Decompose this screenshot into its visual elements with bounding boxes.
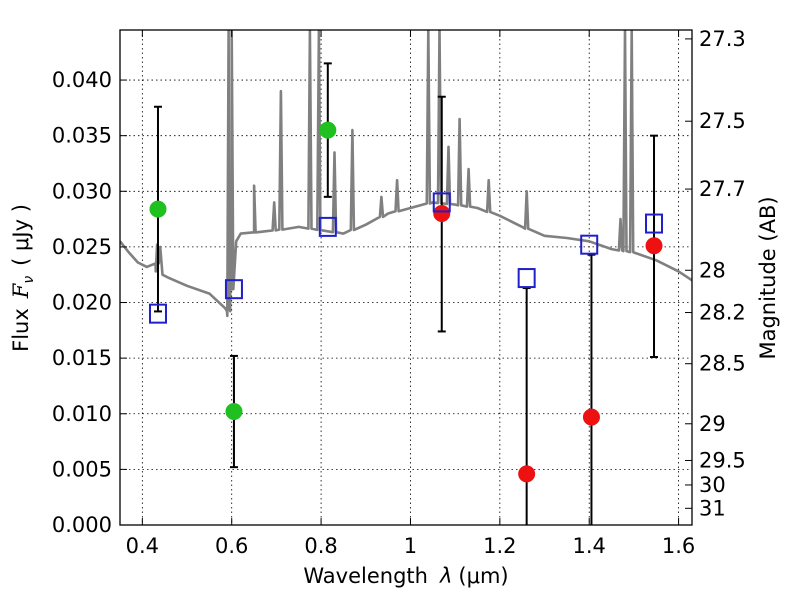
y-axis-label-unit: ( μJy ) bbox=[9, 204, 33, 266]
model-square bbox=[580, 234, 599, 255]
model-square bbox=[224, 279, 243, 300]
mag-tick-label: 29.5 bbox=[699, 448, 746, 472]
y-tick-label: 0.000 bbox=[52, 513, 112, 537]
data-point bbox=[149, 200, 167, 218]
mag-tick-label: 28 bbox=[699, 258, 726, 282]
x-axis-label-symbol: λ bbox=[439, 564, 452, 588]
model-square bbox=[148, 303, 167, 324]
y-tick-label: 0.035 bbox=[52, 124, 112, 148]
y-tick-label: 0.040 bbox=[52, 68, 112, 92]
y2-axis-label: Magnitude (AB) bbox=[756, 196, 780, 359]
axes: 0.4 0.6 0.8 1 1.2 1.4 1.6 0.000 0.005 0.010 0.015 0… bbox=[52, 27, 746, 558]
x-tick-label: 1.4 bbox=[573, 534, 606, 558]
spectrum-line bbox=[120, 30, 692, 318]
mag-tick-label: 27.7 bbox=[699, 177, 746, 201]
y-tick-label: 0.005 bbox=[52, 457, 112, 481]
y-axis-label-prefix: Flux bbox=[9, 308, 33, 352]
model-square bbox=[432, 192, 451, 213]
data-point bbox=[518, 465, 536, 483]
x-tick-label: 0.4 bbox=[126, 534, 159, 558]
x-axis-label-prefix: Wavelength bbox=[303, 564, 428, 588]
y-tick-label: 0.030 bbox=[52, 179, 112, 203]
data-point bbox=[319, 121, 337, 139]
grid-lines bbox=[120, 30, 692, 526]
mag-tick-label: 29 bbox=[699, 412, 726, 436]
x-axis-label-unit: (μm) bbox=[458, 564, 508, 588]
x-tick-label: 1.2 bbox=[483, 534, 516, 558]
y-tick-label: 0.015 bbox=[52, 346, 112, 370]
data-point bbox=[433, 205, 451, 223]
x-tick-label: 1 bbox=[404, 534, 417, 558]
y-axis-label-subscript: ν bbox=[21, 276, 37, 284]
mag-tick-label: 28.5 bbox=[699, 352, 746, 376]
y-axis-label-symbol: F bbox=[9, 282, 33, 299]
plot-frame bbox=[119, 29, 693, 526]
data-point bbox=[225, 403, 243, 421]
y-tick-label: 0.020 bbox=[52, 291, 112, 315]
model-square bbox=[318, 216, 337, 237]
model-square bbox=[645, 213, 664, 234]
x-tick-label: 0.6 bbox=[215, 534, 248, 558]
model-square bbox=[517, 268, 536, 289]
data-point bbox=[645, 237, 663, 255]
mag-tick-label: 30 bbox=[699, 473, 726, 497]
plot-area bbox=[120, 30, 692, 525]
y-tick-label: 0.010 bbox=[52, 402, 112, 426]
mag-tick-label: 28.2 bbox=[699, 301, 746, 325]
mag-tick-label: 27.5 bbox=[699, 109, 746, 133]
mag-tick-label: 27.3 bbox=[699, 27, 746, 51]
y-tick-label: 0.025 bbox=[52, 235, 112, 259]
data-point bbox=[582, 408, 600, 426]
x-axis-label: Wavelength λ (μm) bbox=[303, 564, 508, 588]
x-tick-label: 0.8 bbox=[304, 534, 337, 558]
x-tick-label: 1.6 bbox=[662, 534, 695, 558]
mag-tick-label: 31 bbox=[699, 496, 726, 520]
y-axis-label: Flux Fν ( μJy ) bbox=[9, 204, 37, 352]
